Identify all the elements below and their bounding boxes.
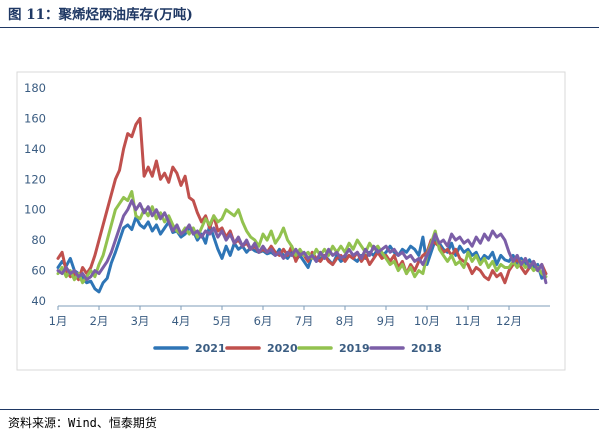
bottom-rule <box>0 409 599 410</box>
legend: 2021 2020 2019 2018 <box>153 342 442 355</box>
y-tick-label: 140 <box>24 142 46 156</box>
x-tick-label: 3月 <box>131 314 150 328</box>
x-tick-label: 1月 <box>49 314 68 328</box>
series-line-2021 <box>56 215 548 294</box>
y-tick-label: 60 <box>31 264 46 278</box>
figure-title: 图 11：聚烯烃两油库存(万吨) <box>8 7 193 23</box>
y-tick-label: 180 <box>24 81 46 95</box>
x-tick-label: 12月 <box>496 314 522 328</box>
series-line-2018 <box>56 199 548 285</box>
x-tick-label: 11月 <box>455 314 481 328</box>
y-tick-label: 40 <box>31 294 46 308</box>
legend-label-2021: 2021 <box>195 342 226 355</box>
x-tick-label: 5月 <box>213 314 232 328</box>
x-tick-label: 2月 <box>90 314 109 328</box>
legend-label-2019: 2019 <box>339 342 370 355</box>
x-tick-label: 6月 <box>254 314 273 328</box>
legend-label-2018: 2018 <box>411 342 442 355</box>
top-rule <box>0 27 599 28</box>
series-lines <box>56 116 548 294</box>
x-axis-ticks: 1月 2月 3月 4月 5月 6月 7月 8月 9月 10月 11月 12月 <box>49 306 522 328</box>
x-tick-label: 10月 <box>414 314 440 328</box>
legend-label-2020: 2020 <box>267 342 298 355</box>
x-tick-label: 8月 <box>336 314 355 328</box>
x-tick-label: 7月 <box>295 314 314 328</box>
x-tick-label: 4月 <box>172 314 191 328</box>
y-axis-ticks: 40 60 80 100 120 140 160 180 <box>24 81 46 308</box>
y-tick-label: 160 <box>24 111 46 125</box>
x-tick-label: 9月 <box>377 314 396 328</box>
source-note: 资料来源：Wind、恒泰期货 <box>8 416 157 430</box>
y-tick-label: 120 <box>24 172 46 186</box>
y-tick-label: 80 <box>31 233 46 247</box>
chart-frame <box>16 71 566 371</box>
y-tick-label: 100 <box>24 203 46 217</box>
